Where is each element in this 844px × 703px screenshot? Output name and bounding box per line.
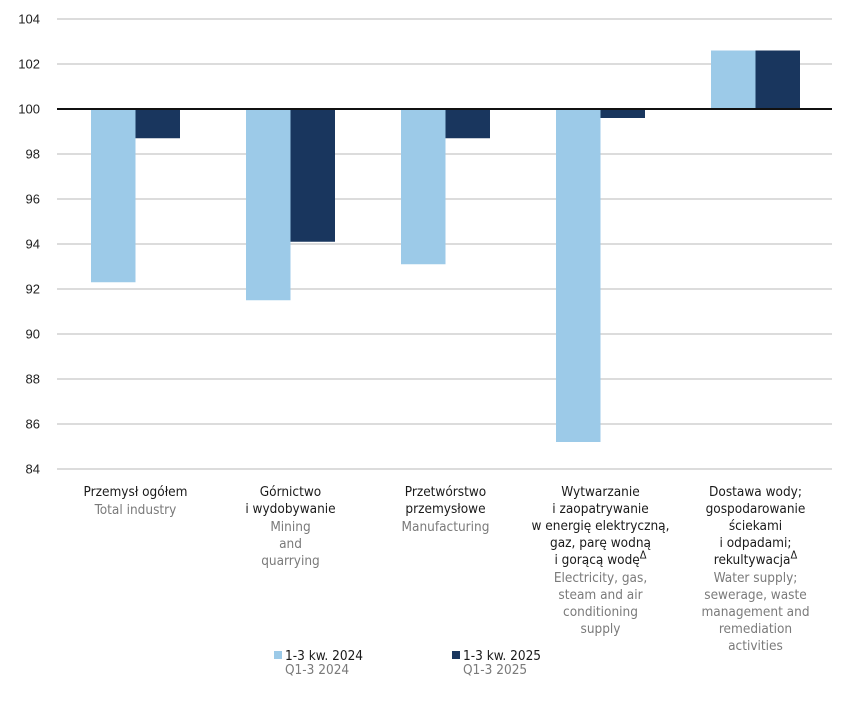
legend-label-2025: 1-3 kw. 2025	[463, 648, 542, 664]
bar-2024-1	[246, 109, 291, 301]
category-label-pl: Przemysł ogółem	[58, 484, 213, 501]
category-label-pl-line: i zaopatrywanie	[552, 501, 649, 517]
y-tick-label: 94	[26, 237, 40, 252]
category-label: Wytwarzanie i zaopatrywanie w energię elek…	[523, 484, 678, 638]
category-label-en-line: conditioning	[563, 604, 638, 620]
category-label-en-line: supply	[580, 621, 621, 637]
y-tick-label: 102	[18, 57, 40, 72]
category-label-en: Water supply; sewerage, waste management a…	[678, 570, 833, 655]
bar-2024-0	[91, 109, 136, 283]
legend-label-2024-en: Q1-3 2024	[285, 662, 350, 678]
category-label-en-line: quarrying	[261, 553, 320, 569]
legend-item-2025: 1-3 kw. 2025 Q1-3 2025	[452, 649, 541, 677]
category-label-en-line: Water supply;	[713, 570, 798, 586]
category-label-en-line: Total industry	[94, 502, 177, 518]
category-label: Dostawa wody; gospodarowanie ściekami i odp…	[678, 484, 833, 655]
y-tick-label: 90	[26, 327, 40, 342]
category-label-pl: Wytwarzanie i zaopatrywanie w energię elek…	[523, 484, 678, 569]
bar-2024-2	[401, 109, 446, 265]
category-label-en-line: activities	[728, 638, 783, 654]
legend-label-2024: 1-3 kw. 2024	[285, 648, 364, 664]
category-label-en: Manufacturing	[368, 519, 523, 536]
y-tick-label: 104	[18, 12, 40, 27]
category-label-pl-line: gaz, parę wodną	[550, 535, 651, 551]
category-label-en-line: steam and air	[558, 587, 643, 603]
category-label-en-line: management and	[701, 604, 810, 620]
bar-2024-4	[711, 50, 756, 109]
category-label-en-line: Manufacturing	[401, 519, 490, 535]
category-label-pl-line: ściekami	[728, 518, 783, 534]
category-label-pl-line: i odpadami;	[719, 535, 792, 551]
bars	[91, 50, 800, 442]
category-label-pl-line: rekultywacjaΔ	[713, 548, 798, 569]
bar-2025-4	[755, 50, 800, 109]
bar-2025-0	[135, 109, 180, 139]
y-tick-label: 100	[18, 102, 40, 117]
category-label-pl: Przetwórstwo przemysłowe	[368, 484, 523, 518]
y-tick-label: 86	[26, 417, 40, 432]
category-label-pl: Górnictwo i wydobywanie	[213, 484, 368, 518]
category-label: Górnictwo i wydobywanie Mining and quarrying	[213, 484, 368, 570]
legend-item-2024: 1-3 kw. 2024 Q1-3 2024	[274, 649, 363, 677]
legend-label-2025-en: Q1-3 2025	[463, 662, 528, 678]
category-label-pl: Dostawa wody; gospodarowanie ściekami i odp…	[678, 484, 833, 569]
category-label-pl-line: w energię elektryczną,	[531, 518, 670, 534]
bar-2025-3	[600, 109, 645, 118]
category-label-pl-line: Przetwórstwo	[404, 484, 487, 500]
category-label-en-line: sewerage, waste	[704, 587, 807, 603]
category-label-en-line: Electricity, gas,	[553, 570, 648, 586]
category-label-pl-line: Dostawa wody;	[709, 484, 802, 500]
category-label-pl-line: gospodarowanie	[705, 501, 806, 517]
bar-2025-2	[445, 109, 490, 139]
category-label-pl-line: Wytwarzanie	[561, 484, 640, 500]
y-tick-label: 88	[26, 372, 40, 387]
category-label-pl-line: Górnictwo	[259, 484, 322, 500]
legend-swatch-2024	[274, 651, 282, 659]
y-tick-label: 84	[26, 462, 40, 477]
category-label-en: Total industry	[58, 502, 213, 519]
category-label-pl-line: przemysłowe	[405, 501, 486, 517]
y-axis-tick-labels: 84 86 88 90 92 94 96 98 100 102 104	[18, 12, 40, 477]
category-label-pl-line: i wydobywanie	[245, 501, 336, 517]
y-tick-label: 96	[26, 192, 40, 207]
category-label-pl-line: i gorącą wodęΔ	[554, 548, 647, 569]
category-label-en: Mining and quarrying	[213, 519, 368, 570]
category-label: Przetwórstwo przemysłowe Manufacturing	[368, 484, 523, 536]
legend-swatch-2025	[452, 651, 460, 659]
delta-footnote-marker: Δ	[790, 548, 798, 562]
bar-2025-1	[290, 109, 335, 242]
delta-footnote-marker: Δ	[639, 548, 647, 562]
bar-2024-3	[556, 109, 601, 442]
chart-plot-area: 84 86 88 90 92 94 96 98 100 102 104	[18, 12, 832, 477]
category-label-en-line: remediation	[718, 621, 793, 637]
category-label-pl-line: Przemysł ogółem	[83, 484, 188, 500]
category-label-en-line: Mining	[270, 519, 311, 535]
y-tick-label: 98	[26, 147, 40, 162]
y-tick-label: 92	[26, 282, 40, 297]
category-label-en-line: and	[279, 536, 302, 552]
category-label: Przemysł ogółem Total industry	[58, 484, 213, 519]
category-label-en: Electricity, gas, steam and air conditioni…	[523, 570, 678, 638]
